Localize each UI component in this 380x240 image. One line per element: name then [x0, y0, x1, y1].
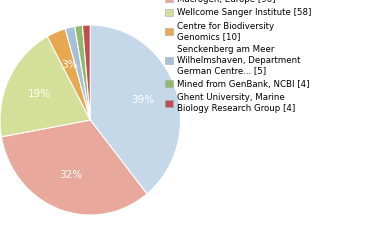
Wedge shape: [90, 25, 180, 194]
Wedge shape: [75, 25, 90, 120]
Wedge shape: [47, 29, 90, 120]
Text: 3%: 3%: [61, 60, 77, 71]
Text: 32%: 32%: [59, 170, 82, 180]
Text: 39%: 39%: [131, 95, 155, 105]
Legend: Smithsonian Institution [114], Macrogen, Europe [96], Wellcome Sanger Institute : Smithsonian Institution [114], Macrogen,…: [164, 0, 312, 114]
Wedge shape: [65, 26, 90, 120]
Wedge shape: [2, 120, 147, 215]
Wedge shape: [0, 36, 90, 137]
Wedge shape: [82, 25, 90, 120]
Text: 19%: 19%: [28, 90, 51, 100]
